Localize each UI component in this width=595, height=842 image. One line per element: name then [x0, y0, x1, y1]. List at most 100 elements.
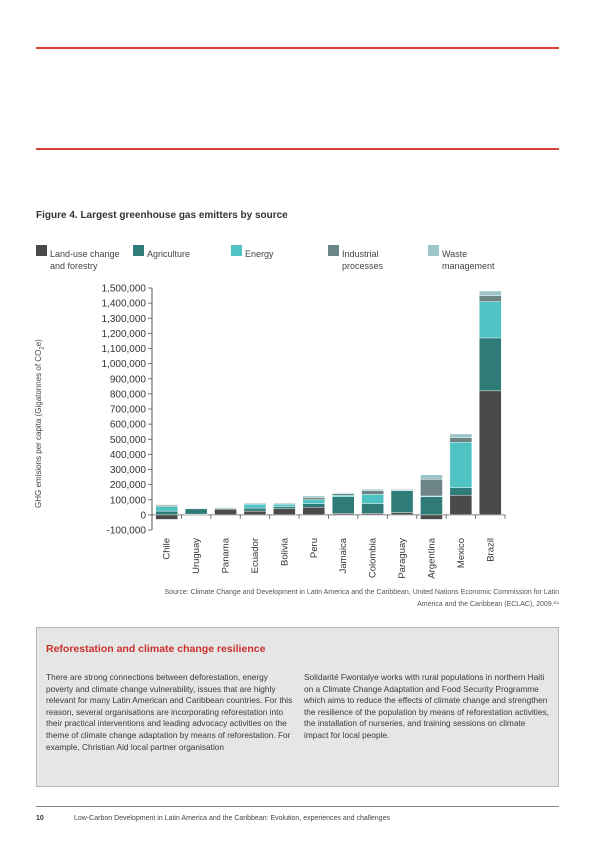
bar-segment: [332, 492, 355, 494]
y-tick-label: 200,000: [110, 480, 147, 491]
bar-segment: [214, 508, 237, 516]
bar-segment: [449, 437, 473, 443]
bar-segment: [214, 507, 237, 509]
x-tick-label: Bolivia: [279, 537, 290, 566]
bar-segment: [243, 507, 267, 512]
bar-segment: [332, 495, 355, 497]
bar-segment: [302, 495, 325, 498]
bar-segment: [155, 510, 178, 516]
bar-segment: [184, 508, 208, 515]
box-title: Reforestation and climate change resilie…: [46, 643, 266, 655]
y-tick-label: -100,000: [107, 526, 147, 537]
footer-rule: [36, 806, 559, 807]
bar-segment: [273, 504, 296, 507]
legend-swatch: [428, 245, 439, 256]
bar-segment: [243, 504, 267, 509]
bar-segment: [420, 474, 443, 480]
x-tick-label: Peru: [309, 538, 320, 558]
source-note: Source: Climate Change and Development i…: [164, 589, 559, 608]
bar-segment: [155, 514, 178, 520]
y-tick-label: 1,300,000: [102, 314, 147, 325]
x-tick-label: Argentina: [426, 537, 437, 578]
legend-label: Energy: [245, 249, 274, 259]
legend-label: Agriculture: [147, 249, 191, 259]
x-tick-label: Mexico: [456, 538, 467, 568]
bar-segment: [155, 506, 178, 512]
figure-title: Figure 4. Largest greenhouse gas emitter…: [36, 210, 288, 221]
legend-swatch: [36, 245, 47, 256]
bar-segment: [302, 507, 325, 516]
bar-segment: [479, 295, 502, 302]
legend-swatch: [133, 245, 144, 256]
y-tick-label: 700,000: [110, 405, 147, 416]
bar-segment: [243, 502, 267, 504]
bar-segment: [479, 390, 502, 516]
x-tick-label: Panama: [221, 537, 232, 573]
bar-segment: [273, 508, 296, 516]
box-column-right: Solidarité Fwontalye works with rural po…: [304, 672, 552, 742]
bar-segment: [420, 514, 443, 520]
bar-segment: [420, 479, 443, 497]
reforestation-box: Reforestation and climate change resilie…: [36, 627, 559, 787]
x-tick-label: Colombia: [368, 537, 379, 578]
y-tick-label: 800,000: [110, 389, 147, 400]
box-paragraph: Solidarité Fwontalye works with rural po…: [304, 672, 549, 740]
y-tick-label: 900,000: [110, 374, 147, 385]
bar-segment: [479, 301, 502, 339]
bar-segment: [302, 497, 325, 500]
bar-segment: [390, 488, 414, 490]
bar-segment: [332, 493, 355, 496]
page-number: 10: [36, 815, 44, 822]
x-tick-label: Jamaica: [338, 537, 349, 573]
box-paragraph: There are strong connections between def…: [46, 672, 293, 752]
y-tick-label: 1,400,000: [102, 299, 147, 310]
bar-segment: [361, 513, 384, 516]
legend-swatch: [231, 245, 242, 256]
y-tick-label: 1,200,000: [102, 329, 147, 340]
bar-segment: [390, 512, 414, 516]
y-tick-label: 600,000: [110, 420, 147, 431]
bar-segment: [184, 507, 208, 509]
y-tick-label: 1,000,000: [102, 359, 147, 370]
legend-swatch: [328, 245, 339, 256]
y-tick-label: 1,100,000: [102, 344, 147, 355]
bar-segment: [361, 490, 384, 495]
bar-segment: [449, 442, 473, 488]
top-rule-2: [36, 148, 559, 150]
legend-label: Industrial processes: [342, 249, 384, 271]
legend-label: Waste management: [442, 249, 495, 271]
y-tick-label: 300,000: [110, 465, 147, 476]
bar-segment: [449, 495, 473, 516]
bar-segment: [361, 494, 384, 504]
bar-segment: [332, 513, 355, 516]
bar-segment: [302, 499, 325, 504]
bar-segment: [420, 496, 443, 516]
bar-segment: [361, 503, 384, 514]
x-tick-label: Paraguay: [397, 538, 408, 579]
bar-segment: [390, 490, 414, 513]
bar-segment: [479, 290, 502, 296]
y-tick-label: 0: [140, 510, 146, 521]
box-column-left: There are strong connections between def…: [46, 672, 294, 753]
bar-segment: [155, 504, 178, 506]
y-tick-label: 1,500,000: [102, 284, 147, 295]
legend-label: Land-use change and forestry: [50, 249, 120, 271]
bar-segment: [302, 503, 325, 508]
x-tick-label: Ecuador: [250, 538, 261, 573]
bar-segment: [449, 433, 473, 438]
bar-segment: [273, 502, 296, 504]
x-tick-label: Chile: [162, 538, 173, 560]
bar-segment: [361, 488, 384, 491]
bar-segment: [273, 506, 296, 510]
bar-segment: [243, 510, 267, 516]
bar-segment: [332, 496, 355, 514]
x-tick-label: Uruguay: [191, 538, 202, 574]
footer-title: Low-Carbon Development in Latin America …: [74, 815, 390, 822]
bar-segment: [479, 337, 502, 392]
y-tick-label: 400,000: [110, 450, 147, 461]
bar-segment: [449, 487, 473, 496]
x-tick-label: Brazil: [485, 538, 496, 562]
y-tick-label: 100,000: [110, 495, 147, 506]
y-tick-label: 500,000: [110, 435, 147, 446]
emitters-chart: 1,500,000 1,400,000 1,300,000 1,200,000 1,10…: [102, 284, 506, 579]
